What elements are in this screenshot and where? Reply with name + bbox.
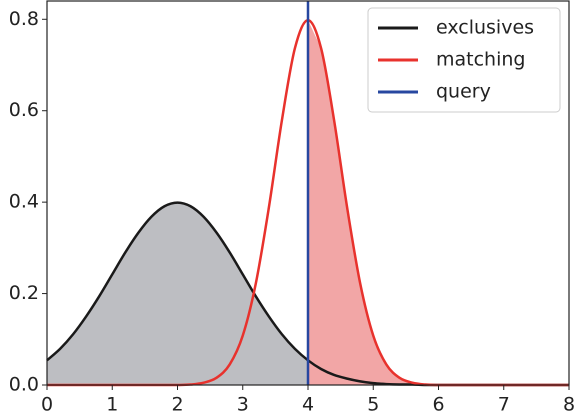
- x-tick-label: 6: [432, 394, 444, 416]
- x-tick-label: 8: [563, 394, 575, 416]
- y-tick-label: 0.0: [9, 374, 39, 396]
- x-tick-label: 1: [106, 394, 118, 416]
- legend-label: matching: [436, 49, 525, 71]
- legend-label: query: [436, 81, 491, 103]
- legend-box: [367, 7, 561, 113]
- y-tick-label: 0.8: [9, 8, 39, 30]
- legend-label: exclusives: [436, 17, 534, 39]
- x-tick-label: 5: [367, 394, 379, 416]
- x-tick-label: 3: [237, 394, 249, 416]
- area-fill: [47, 202, 308, 385]
- y-tick-label: 0.6: [9, 99, 39, 121]
- x-tick-label: 2: [171, 394, 183, 416]
- x-tick-label: 7: [498, 394, 510, 416]
- y-tick-label: 0.4: [9, 191, 39, 213]
- y-tick-label: 0.2: [9, 282, 39, 304]
- x-tick-label: 4: [302, 394, 314, 416]
- x-tick-label: 0: [41, 394, 53, 416]
- area-fill: [308, 20, 569, 385]
